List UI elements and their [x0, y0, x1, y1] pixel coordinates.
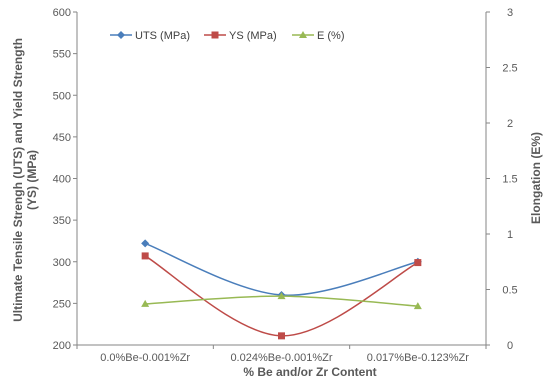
y-tick-label: 300: [53, 257, 71, 269]
legend-item-2: E (%): [292, 30, 345, 42]
legend-item-1: YS (MPa): [204, 30, 277, 42]
series-2: [141, 292, 422, 310]
y-tick-label: 500: [53, 90, 71, 102]
series-layer: [141, 239, 422, 340]
y-tick-label: 450: [53, 132, 71, 144]
data-point: [277, 292, 286, 300]
legend-marker: [117, 31, 125, 39]
x-axis-title: % Be and/or Zr Content: [243, 365, 376, 379]
y2-tick-label: 1.5: [502, 174, 517, 186]
data-point: [414, 259, 422, 267]
data-point: [278, 332, 285, 340]
x-tick-label: 0.017%Be-0.123%Zr: [367, 352, 469, 364]
x-tick-label: 0.024%Be-0.001%Zr: [230, 352, 332, 364]
y-axis-title-line-1: Ultimate Tensile Strengh (UTS) and Yield…: [11, 38, 25, 322]
y2-tick-label: 3: [507, 7, 513, 19]
y2-tick-label: 2: [507, 118, 513, 130]
series-1: [141, 252, 422, 340]
y-tick-label: 250: [53, 298, 71, 310]
left-axis-ticks: 200 250 300 350 400 450 500 550 600: [53, 7, 77, 352]
legend-marker: [211, 31, 219, 39]
y2-tick-label: 0.5: [502, 285, 517, 297]
series-0: [141, 239, 422, 300]
y-tick-label: 400: [53, 174, 71, 186]
right-axis-ticks: 0 0.5 1 1.5 2 2.5 3: [486, 7, 518, 352]
data-point: [413, 302, 422, 310]
legend-marker: [299, 31, 307, 38]
y-tick-label: 200: [53, 340, 71, 352]
legend-item-0: UTS (MPa): [110, 30, 190, 42]
series-line: [144, 242, 419, 296]
y-tick-label: 350: [53, 215, 71, 227]
legend-label: UTS (MPa): [135, 30, 190, 42]
legend: UTS (MPa) YS (MPa) E (%): [110, 30, 345, 42]
y-tick-label: 550: [53, 49, 71, 61]
legend-label: YS (MPa): [229, 30, 277, 42]
y2-axis-title: Elongation (E%): [529, 132, 543, 224]
y-tick-label: 600: [53, 7, 71, 19]
x-axis-ticks: 0.0%Be-0.001%Zr 0.024%Be-0.001%Zr 0.017%Be…: [76, 345, 487, 364]
legend-label: E (%): [317, 30, 345, 42]
y2-tick-label: 0: [507, 340, 513, 352]
y-axis-title-line-2: (YS) (MPa): [25, 150, 39, 210]
y2-tick-label: 2.5: [502, 63, 517, 75]
data-point: [141, 239, 150, 248]
data-point: [141, 252, 149, 260]
y2-tick-label: 1: [507, 229, 513, 241]
data-point: [141, 299, 150, 307]
x-tick-label: 0.0%Be-0.001%Zr: [100, 352, 190, 364]
